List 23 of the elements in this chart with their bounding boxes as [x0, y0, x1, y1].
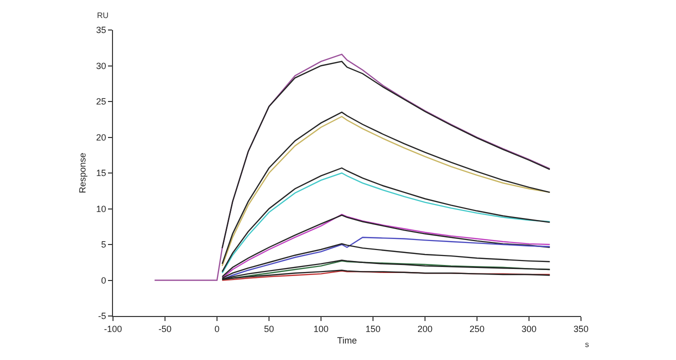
x-tick-label: 350 — [573, 324, 589, 334]
y-tick-label: 10 — [96, 204, 106, 214]
x-tick-label: 300 — [521, 324, 537, 334]
x-tick-label: 250 — [469, 324, 485, 334]
y-tick-label: 30 — [96, 60, 106, 71]
y-tick-label: 20 — [96, 132, 106, 142]
y-tick-label: 0 — [101, 275, 106, 286]
y-tick-label: 15 — [96, 168, 106, 178]
x-tick-label: 150 — [365, 324, 381, 334]
x-tick-label: 200 — [417, 324, 433, 334]
text: s — [585, 340, 589, 349]
y-tick-label: 5 — [101, 240, 106, 250]
x-axis-title: Time — [337, 336, 357, 346]
y-tick-label: 35 — [96, 25, 106, 36]
x-tick-label: -100 — [104, 324, 122, 334]
x-tick-label: -50 — [158, 324, 172, 334]
x-tick-label: 100 — [313, 324, 329, 334]
y-tick-label: 25 — [96, 96, 106, 107]
x-tick-label: 50 — [264, 324, 274, 334]
y-tick-label: -5 — [98, 311, 106, 322]
x-tick-label: 0 — [214, 324, 220, 334]
text: RU — [97, 11, 109, 20]
y-axis-title: Response — [78, 152, 88, 194]
